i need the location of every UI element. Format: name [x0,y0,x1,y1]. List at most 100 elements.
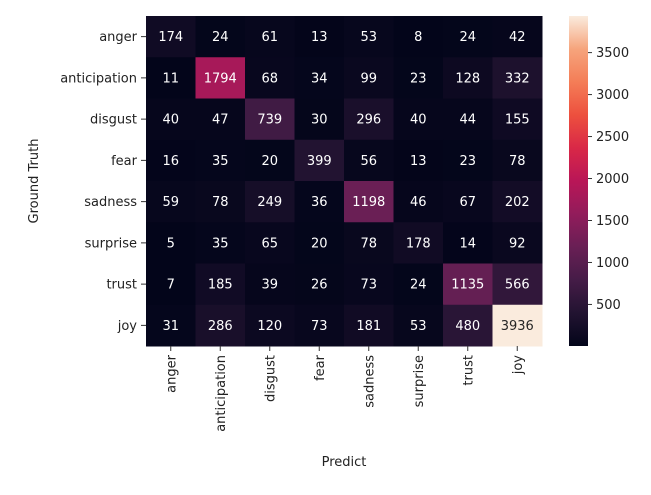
cell-value-label: 16 [162,154,179,169]
cell-value-label: 155 [505,113,530,128]
heatmap-cell [245,57,295,99]
heatmap-cell [443,139,493,182]
heatmap-cell [344,181,394,223]
y-axis: anger anticipation disgust fear sadness surpr… [60,30,146,334]
heatmap-cell [393,139,444,182]
heatmap-cell [294,139,345,182]
heatmap-cell [245,304,295,347]
heatmap-cell [146,16,196,58]
heatmap-cell [443,263,493,306]
heatmap-cell [492,16,543,58]
y-tick-label: surprise [85,236,137,251]
heatmap-cell [393,57,444,99]
heatmap-cell [146,304,196,347]
heatmap-cell [344,98,394,141]
cell-value-label: 44 [459,113,476,128]
x-tick-label: surprise [412,355,427,407]
heatmap-cell [492,222,543,264]
x-axis-title: Predict [322,455,367,470]
cell-value-label: 40 [410,113,427,128]
cell-value-label: 67 [459,195,476,210]
heatmap-cell [294,304,345,347]
cell-value-label: 99 [360,71,377,86]
cell-value-label: 20 [311,236,328,251]
x-tick-label: trust [461,355,476,386]
cell-value-label: 185 [208,278,233,293]
heatmap-cell [344,57,394,99]
cell-value-label: 34 [311,71,328,86]
heatmap-cell [146,181,196,223]
cell-value-label: 1198 [352,195,385,210]
colorbar: 500 1000 1500 2000 2500 3000 3500 [569,16,629,346]
cell-value-label: 73 [311,319,328,334]
heatmap-cell [294,222,345,264]
heatmap-cell [195,263,246,306]
heatmap-cell [443,16,493,58]
y-tick-label: disgust [90,113,137,128]
heatmap-cell [393,98,444,141]
cell-value-label: 20 [261,154,278,169]
heatmap-cell [195,57,246,99]
cell-value-label: 61 [261,30,278,45]
cell-value-label: 46 [410,195,427,210]
cell-value-label: 249 [257,195,282,210]
cell-value-label: 40 [162,113,179,128]
cell-value-label: 286 [208,319,233,334]
cell-value-label: 35 [212,154,229,169]
cell-value-label: 202 [505,195,530,210]
heatmap-cell [443,222,493,264]
heatmap-cell [294,98,345,141]
cell-value-label: 53 [360,30,377,45]
heatmap-cell [492,98,543,141]
colorbar-tick-label: 3500 [596,46,629,61]
cell-value-label: 739 [257,113,282,128]
heatmap-cell [195,181,246,223]
heatmap-cell [393,222,444,264]
cell-value-label: 13 [311,30,328,45]
heatmap-cell [245,16,295,58]
heatmap-cell [195,16,246,58]
heatmap-cell [344,139,394,182]
x-tick-label: fear [313,354,328,381]
colorbar-gradient [569,16,588,346]
cell-value-label: 68 [261,71,278,86]
cell-value-label: 566 [505,278,530,293]
cell-value-label: 26 [311,278,328,293]
cell-value-label: 296 [356,113,381,128]
y-tick-label: anticipation [60,71,137,86]
cell-value-label: 24 [212,30,229,45]
y-axis-title: Ground Truth [27,139,42,224]
heatmap-cell [443,98,493,141]
y-tick-label: sadness [84,195,137,210]
heatmap-cell [344,304,394,347]
cell-value-label: 14 [459,236,476,251]
cell-value-label: 65 [261,236,278,251]
heatmap-cell [294,16,345,58]
cell-value-label: 59 [162,195,179,210]
heatmap-cell [344,263,394,306]
cell-value-label: 332 [505,71,530,86]
cell-value-label: 128 [455,71,480,86]
heatmap-cell [344,222,394,264]
colorbar-tick-label: 2000 [596,172,629,187]
x-tick-label: anger [164,354,179,392]
cell-value-label: 56 [360,154,377,169]
colorbar-tick-label: 1000 [596,256,629,271]
y-tick-label: fear [111,154,138,169]
cell-value-label: 23 [410,71,427,86]
heatmap-cell [492,57,543,99]
cell-value-label: 78 [509,154,526,169]
heatmap-cell [245,263,295,306]
cell-value-labels: 174 24 61 13 53 8 24 42 11 1794 68 34 99 23 128 332 40 47… [158,30,533,334]
cell-value-label: 120 [257,319,282,334]
cell-value-label: 1135 [451,278,484,293]
heatmap-cell [245,222,295,264]
x-axis: anger anticipation disgust fear sadness surpr… [164,346,526,432]
colorbar-tick-label: 500 [596,298,621,313]
cell-value-label: 7 [167,278,175,293]
heatmap-cell [195,139,246,182]
x-tick-label: joy [511,355,526,376]
cell-value-label: 47 [212,113,229,128]
cell-value-label: 181 [356,319,381,334]
